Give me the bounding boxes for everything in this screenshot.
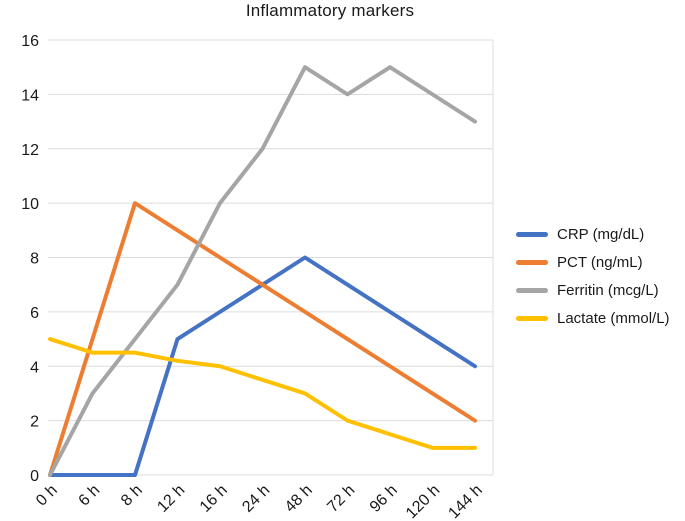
y-axis-tick-label: 12: [21, 142, 39, 159]
y-axis-tick-label: 10: [21, 196, 39, 213]
y-axis-tick-label: 8: [30, 251, 39, 268]
x-axis-tick-label: 6 h: [76, 482, 104, 510]
legend: CRP (mg/dL) PCT (ng/mL) Ferritin (mcg/L) La…: [516, 224, 670, 329]
y-axis-tick-label: 14: [21, 87, 39, 104]
series-line-lactate: [48, 337, 477, 450]
legend-item: Lactate (mmol/L): [516, 308, 670, 329]
x-axis-tick-label: 48 h: [282, 482, 316, 516]
legend-label: Ferritin (mcg/L): [557, 282, 659, 299]
y-axis-tick-label: 2: [30, 414, 39, 431]
legend-item: Ferritin (mcg/L): [516, 280, 670, 301]
x-axis-tick-label: 120 h: [403, 482, 443, 521]
legend-line-swatch: [516, 288, 548, 293]
y-axis-tick-label: 6: [30, 305, 39, 322]
series-line-pct: [48, 201, 477, 477]
chart-title: Inflammatory markers: [245, 1, 415, 20]
x-axis-tick-label: 24 h: [239, 482, 273, 516]
x-axis-tick-label: 12 h: [154, 482, 188, 516]
legend-line-swatch: [516, 260, 548, 265]
x-axis-tick-label: 16 h: [197, 482, 231, 516]
y-axis-tick-label: 16: [21, 33, 39, 50]
x-axis-tick-label: 144 h: [445, 482, 485, 521]
legend-label: PCT (ng/mL): [557, 254, 643, 271]
series-line-ferritin: [48, 65, 477, 477]
x-axis-tick-label: 8 h: [118, 482, 146, 510]
x-axis-tick-label: 96 h: [367, 482, 401, 516]
legend-line-swatch: [516, 232, 548, 237]
y-axis-tick-label: 0: [30, 468, 39, 485]
x-axis-tick-label: 72 h: [324, 482, 358, 516]
legend-item: CRP (mg/dL): [516, 224, 670, 245]
legend-line-swatch: [516, 316, 548, 321]
x-axis-tick-label: 0 h: [33, 482, 61, 510]
legend-label: CRP (mg/dL): [557, 226, 645, 243]
legend-label: Lactate (mmol/L): [557, 310, 670, 327]
legend-item: PCT (ng/mL): [516, 252, 670, 273]
y-axis-tick-label: 4: [30, 359, 39, 376]
